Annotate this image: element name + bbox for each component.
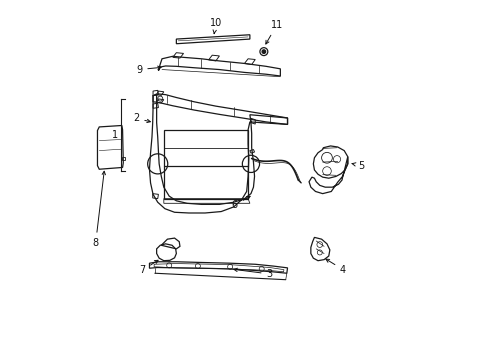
- Text: 8: 8: [92, 171, 105, 248]
- Text: 7: 7: [139, 260, 158, 275]
- Text: 3: 3: [234, 268, 272, 279]
- Circle shape: [262, 50, 265, 53]
- Text: 11: 11: [265, 20, 283, 44]
- Text: 4: 4: [325, 259, 346, 275]
- Text: 1: 1: [111, 130, 118, 140]
- Text: 5: 5: [351, 161, 364, 171]
- Text: 2: 2: [133, 113, 150, 123]
- Text: 10: 10: [209, 18, 222, 34]
- Text: 6: 6: [231, 196, 249, 210]
- Text: 9: 9: [136, 64, 161, 75]
